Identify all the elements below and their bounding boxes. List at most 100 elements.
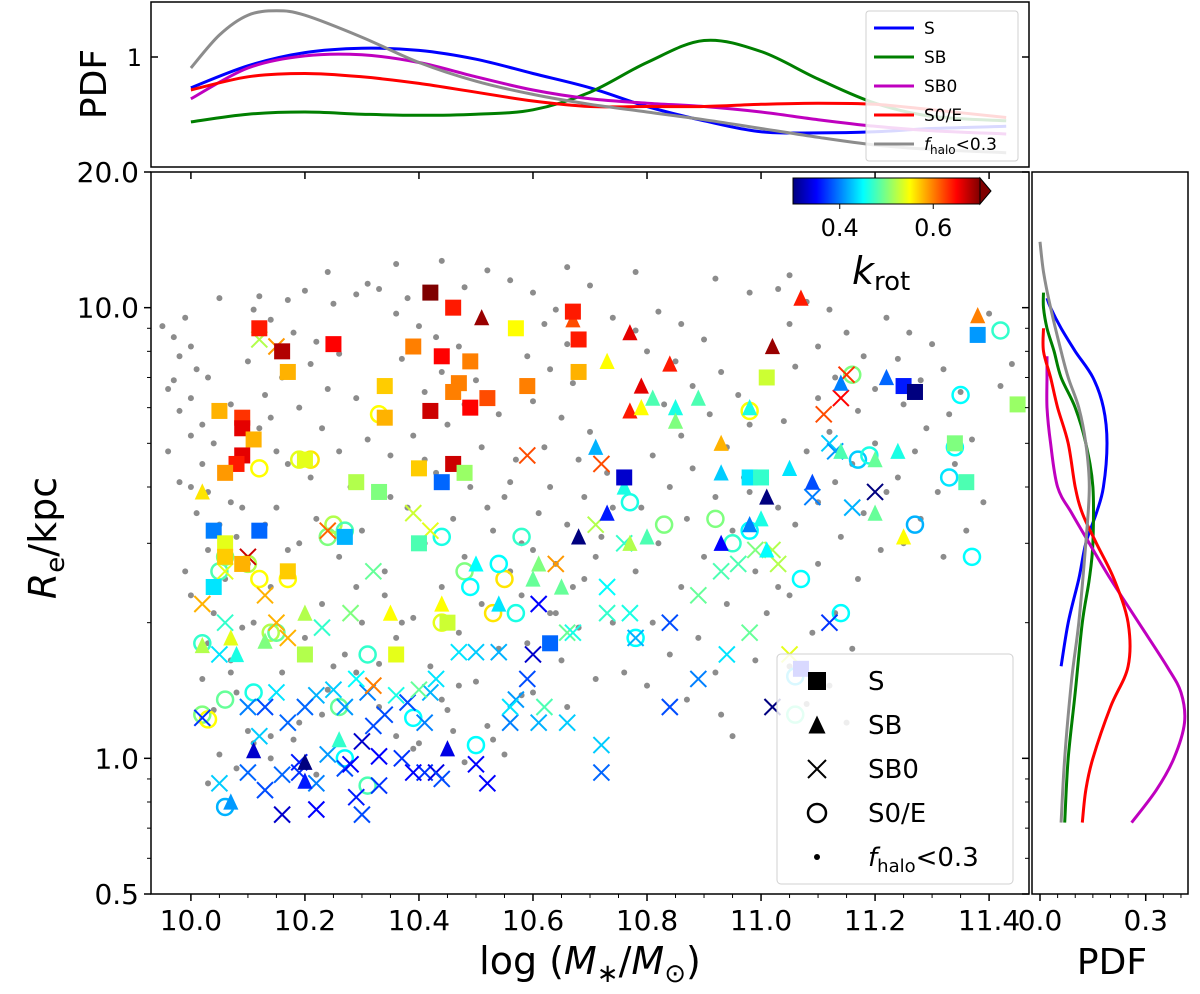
point-dot xyxy=(558,657,565,664)
point-dot xyxy=(547,366,554,373)
point-dot xyxy=(598,533,605,540)
point-cross xyxy=(689,586,708,605)
point-triangle xyxy=(759,488,775,505)
point-triangle xyxy=(599,352,615,369)
point-dot xyxy=(478,444,485,451)
point-dot xyxy=(438,583,445,590)
point-dot xyxy=(524,640,531,647)
point-square xyxy=(433,474,450,491)
point-cross xyxy=(592,455,611,473)
point-cross xyxy=(490,643,508,661)
legend-marker-square xyxy=(808,672,826,690)
point-dot xyxy=(951,460,958,467)
point-dot xyxy=(273,504,280,511)
point-dot xyxy=(267,414,274,421)
main-xtick-label: 10.6 xyxy=(502,904,564,937)
point-circle xyxy=(250,459,269,478)
point-circle xyxy=(506,603,526,623)
point-cross xyxy=(501,713,519,732)
point-square xyxy=(410,535,427,552)
point-square xyxy=(433,348,450,365)
point-cross xyxy=(467,755,485,774)
point-dot xyxy=(472,377,479,384)
top-legend-label-2: SB0 xyxy=(924,77,957,97)
point-triangle xyxy=(867,451,883,468)
point-triangle xyxy=(223,793,239,810)
point-dot xyxy=(393,260,400,267)
point-cross xyxy=(404,504,422,522)
right-pdf-curve-3 xyxy=(1041,328,1132,823)
point-dot xyxy=(957,388,964,395)
point-cross xyxy=(820,613,839,632)
point-dot xyxy=(849,645,856,652)
point-dot xyxy=(461,759,468,766)
right-xtick-label: 0.0 xyxy=(1018,904,1063,937)
point-dot xyxy=(336,448,343,455)
point-dot xyxy=(227,401,234,408)
point-dot xyxy=(187,395,194,402)
point-triangle xyxy=(764,337,781,355)
xlabel-suffix: ) xyxy=(686,939,701,983)
point-dot xyxy=(803,448,810,455)
point-square xyxy=(325,336,342,353)
legend-label-2: SB0 xyxy=(868,755,919,785)
point-dot xyxy=(775,504,782,511)
point-dot xyxy=(364,280,371,287)
point-square xyxy=(371,483,388,500)
colorbar-extend-arrow xyxy=(979,176,992,206)
point-circle xyxy=(791,569,811,589)
point-cross xyxy=(718,645,736,664)
point-triangle xyxy=(331,731,347,748)
point-dot xyxy=(695,634,702,641)
point-cross xyxy=(661,613,679,632)
point-dot xyxy=(609,504,616,511)
point-cross xyxy=(347,788,365,806)
top-legend-label-1: SB xyxy=(924,48,946,68)
point-dot xyxy=(444,421,451,428)
point-triangle xyxy=(257,632,273,649)
point-dot xyxy=(484,267,491,274)
point-circle xyxy=(626,628,645,648)
point-dot xyxy=(410,745,417,752)
point-circle xyxy=(991,321,1010,340)
point-circle xyxy=(848,450,868,469)
point-dot xyxy=(507,479,514,486)
right-pdf-panel: 0.0 0.3 PDF xyxy=(1018,171,1189,983)
point-cross xyxy=(729,555,747,573)
point-triangle xyxy=(622,534,638,551)
point-dot xyxy=(815,560,822,567)
point-dot xyxy=(997,383,1004,390)
point-dot xyxy=(250,306,257,313)
point-dot xyxy=(661,401,668,408)
point-dot xyxy=(284,546,291,553)
point-dot xyxy=(900,401,907,408)
point-dot xyxy=(398,619,405,626)
point-dot xyxy=(410,432,417,439)
top-legend-label-3: S0/E xyxy=(924,106,962,126)
point-square xyxy=(251,320,268,337)
top-pdf-curves xyxy=(189,9,1007,155)
point-dot xyxy=(547,484,554,491)
point-dot xyxy=(507,277,514,284)
point-dot xyxy=(917,377,924,384)
point-cross xyxy=(341,755,360,774)
top-pdf-curve-3 xyxy=(190,71,1007,119)
point-dot xyxy=(632,327,639,334)
point-cross xyxy=(410,680,428,699)
point-circle xyxy=(261,623,280,642)
point-cross xyxy=(267,683,286,702)
point-cross xyxy=(535,698,554,716)
point-square xyxy=(405,338,422,355)
point-square xyxy=(906,383,923,400)
point-cross xyxy=(421,683,440,702)
colorbar-gradient xyxy=(792,177,981,205)
main-xtick-label: 10.0 xyxy=(160,904,222,937)
point-square xyxy=(217,548,234,565)
point-dot xyxy=(433,334,440,341)
point-dot xyxy=(284,296,291,303)
point-dot xyxy=(569,583,576,590)
legend-label-sub: halo xyxy=(877,856,915,877)
point-dot xyxy=(307,474,314,481)
point-dot xyxy=(341,651,348,658)
point-square xyxy=(410,460,427,477)
